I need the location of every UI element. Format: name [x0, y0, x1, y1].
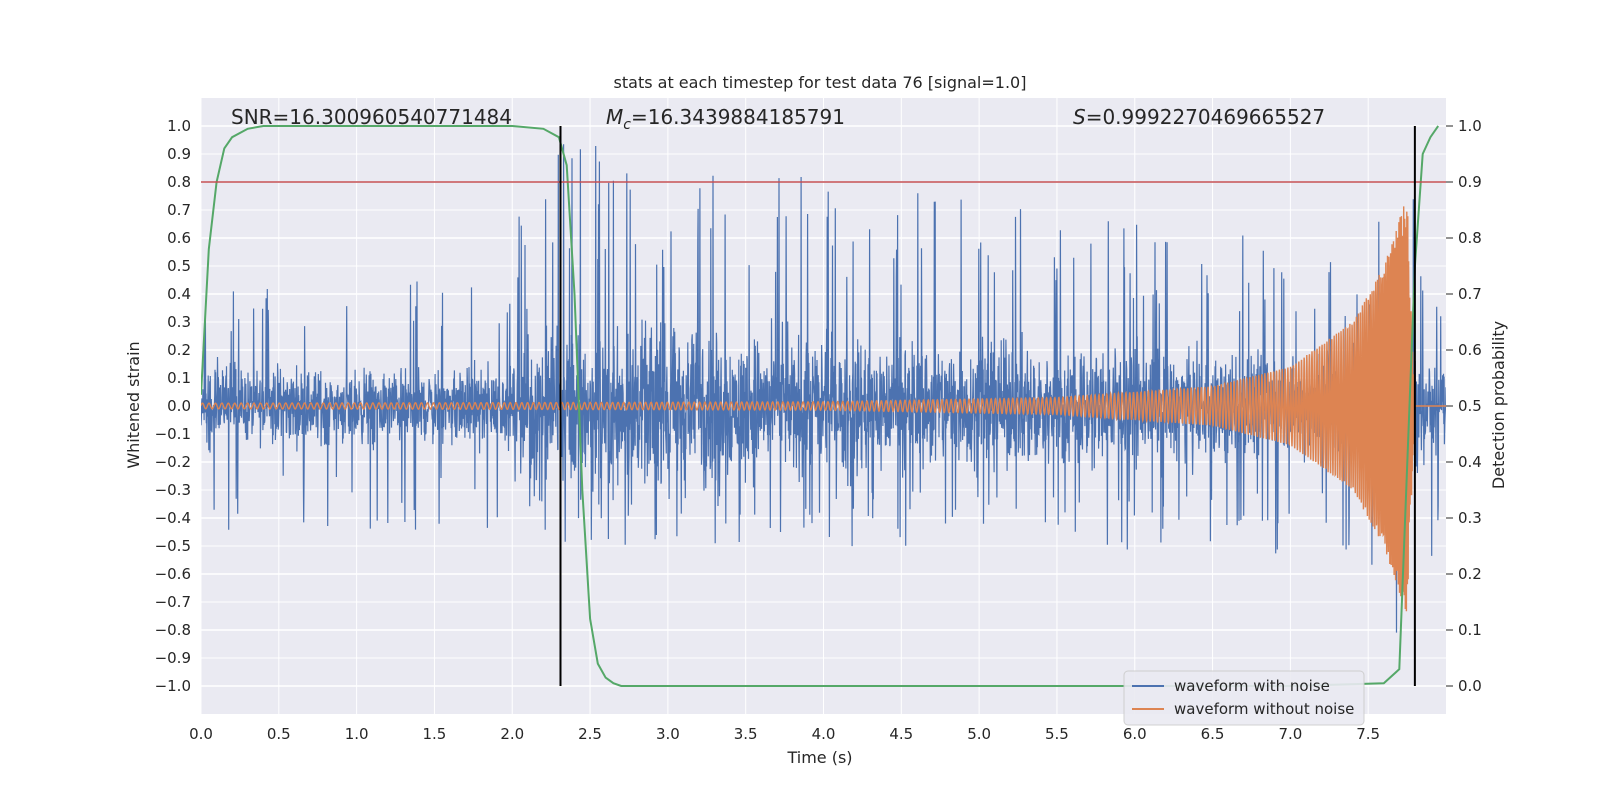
- x-tick-label: 7.5: [1356, 725, 1380, 743]
- x-tick-label: 1.5: [423, 725, 447, 743]
- chirp-mass-value: =16.3439884185791: [631, 105, 845, 129]
- x-tick-label: 0.0: [189, 725, 213, 743]
- y-left-tick-label: −0.3: [155, 481, 191, 499]
- chirp-mass-subscript: c: [623, 117, 631, 133]
- y-right-tick-label: 1.0: [1458, 117, 1482, 135]
- x-tick-label: 3.0: [656, 725, 680, 743]
- y-right-tick-label: 0.3: [1458, 509, 1482, 527]
- y-axis-label-right: Detection probability: [1489, 321, 1508, 489]
- y-left-tick-label: 0.1: [167, 369, 191, 387]
- chart-title: stats at each timestep for test data 76 …: [614, 73, 1027, 92]
- y-left-tick-label: 0.8: [167, 173, 191, 191]
- y-right-tick-label: 0.5: [1458, 397, 1482, 415]
- x-tick-label: 3.5: [734, 725, 758, 743]
- series-layer: [201, 125, 1446, 687]
- y-left-tick-label: 0.7: [167, 201, 191, 219]
- y-left-tick-label: 0.5: [167, 257, 191, 275]
- chirp-mass-symbol: M: [606, 105, 623, 129]
- x-tick-label: 2.0: [500, 725, 524, 743]
- y-left-tick-label: 1.0: [167, 117, 191, 135]
- legend-box: [1123, 670, 1365, 726]
- x-tick-label: 6.5: [1201, 725, 1225, 743]
- y-right-tick-label: 0.7: [1458, 285, 1482, 303]
- chirp-mass-annotation: Mc=16.3439884185791: [606, 105, 845, 133]
- y-right-tick-label: 0.0: [1458, 677, 1482, 695]
- y-right-tick-label: 0.4: [1458, 453, 1482, 471]
- y-left-tick-label: −1.0: [155, 677, 191, 695]
- axes-layer: 0.0 0.5 1.0 1.5 2.0 2.5 3.0 3.5 4.0 4.5 5.0 5.5 6.0 6…: [155, 117, 1482, 743]
- y-left-tick-label: 0.2: [167, 341, 191, 359]
- y-left-tick-label: −0.4: [155, 509, 191, 527]
- y-left-tick-label: 0.4: [167, 285, 191, 303]
- y-left-tick-label: −0.8: [155, 621, 191, 639]
- y-left-tick-label: −0.1: [155, 425, 191, 443]
- annotation-layer: [201, 126, 1446, 686]
- x-tick-label: 4.5: [889, 725, 913, 743]
- series-line-waveform-with-noise: [201, 144, 1446, 633]
- y-axis-label-left: Whitened strain: [124, 341, 143, 468]
- legend-label-clean: waveform without noise: [1174, 700, 1354, 718]
- y-left-tick-label: −0.7: [155, 593, 191, 611]
- y-right-tick-label: 0.9: [1458, 173, 1482, 191]
- y-left-tick-label: 0.6: [167, 229, 191, 247]
- y-left-tick-label: 0.9: [167, 145, 191, 163]
- y-left-tick-label: 0.0: [167, 397, 191, 415]
- s-value: =0.9992270469665527: [1086, 105, 1325, 129]
- x-axis-label: Time (s): [786, 748, 852, 767]
- x-tick-label: 0.5: [267, 725, 291, 743]
- x-tick-label: 5.0: [967, 725, 991, 743]
- s-annotation: S=0.9992270469665527: [1073, 105, 1325, 129]
- y-right-tick-label: 0.8: [1458, 229, 1482, 247]
- legend-label-noisy: waveform with noise: [1174, 677, 1330, 695]
- y-left-tick-label: 0.3: [167, 313, 191, 331]
- x-tick-label: 4.0: [812, 725, 836, 743]
- snr-annotation: SNR=16.300960540771484: [231, 105, 512, 129]
- y-left-tick-label: −0.5: [155, 537, 191, 555]
- y-left-tick-label: −0.6: [155, 565, 191, 583]
- y-right-tick-label: 0.2: [1458, 565, 1482, 583]
- x-tick-label: 5.5: [1045, 725, 1069, 743]
- series-line-detection-probability: [201, 125, 1440, 687]
- x-tick-label: 2.5: [578, 725, 602, 743]
- legend: waveform with noise waveform without noi…: [1123, 670, 1365, 726]
- s-symbol: S: [1073, 105, 1086, 129]
- series-line-waveform-without-noise: [201, 206, 1446, 612]
- x-tick-label: 7.0: [1278, 725, 1302, 743]
- y-right-tick-label: 0.1: [1458, 621, 1482, 639]
- x-tick-label: 1.0: [345, 725, 369, 743]
- y-right-tick-label: 0.6: [1458, 341, 1482, 359]
- y-left-tick-label: −0.2: [155, 453, 191, 471]
- y-left-tick-label: −0.9: [155, 649, 191, 667]
- x-tick-label: 6.0: [1123, 725, 1147, 743]
